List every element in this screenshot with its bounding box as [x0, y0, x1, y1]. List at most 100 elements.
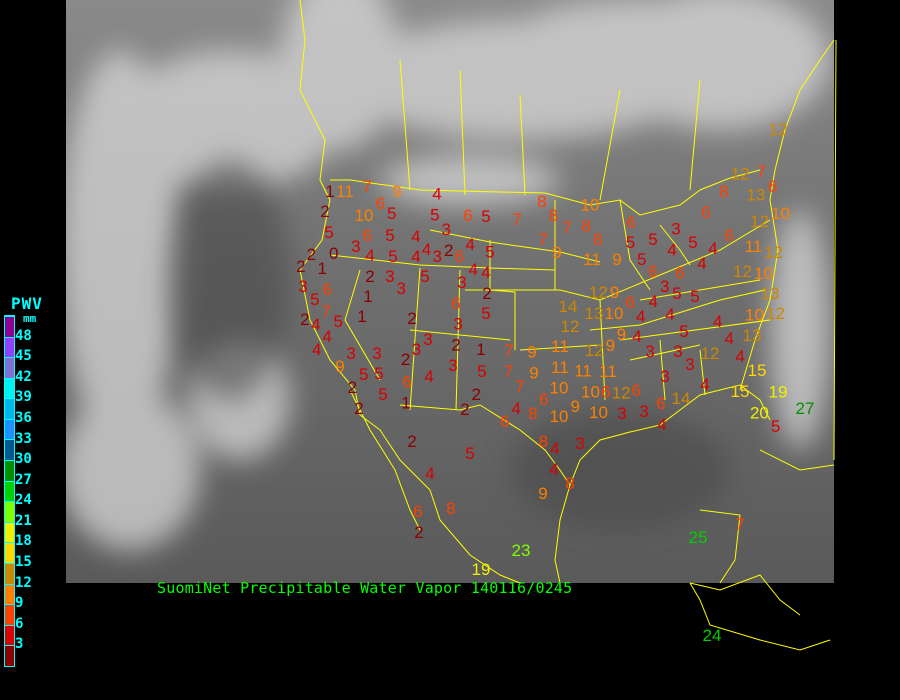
- station-pwv-value: 4: [735, 347, 744, 366]
- station-pwv-value: 9: [606, 336, 615, 355]
- legend-label: 6: [15, 615, 24, 632]
- station-pwv-value: 2: [296, 257, 305, 276]
- legend-label: 39: [15, 389, 32, 406]
- station-pwv-value: 6: [724, 226, 733, 245]
- station-pwv-value: 13: [585, 304, 604, 323]
- station-pwv-value: 5: [771, 417, 780, 436]
- station-pwv-value: 3: [660, 277, 669, 296]
- legend-swatch: [5, 563, 14, 584]
- station-pwv-value: 5: [679, 322, 688, 341]
- station-pwv-value: 11: [745, 237, 763, 256]
- station-pwv-value: 5: [374, 364, 383, 383]
- station-pwv-value: 12: [561, 317, 580, 336]
- station-pwv-value: 5: [626, 233, 635, 252]
- station-pwv-value: 4: [724, 329, 733, 348]
- station-pwv-value: 11: [583, 250, 601, 269]
- station-pwv-value: 6: [539, 390, 548, 409]
- station-pwv-value: 5: [477, 362, 486, 381]
- station-pwv-value: 12: [612, 384, 631, 403]
- station-pwv-value: 3: [423, 330, 432, 349]
- legend-label: 12: [15, 574, 32, 591]
- station-pwv-value: 8: [565, 474, 574, 493]
- station-pwv-value: 2: [354, 399, 363, 418]
- station-pwv-value: 6: [625, 293, 634, 312]
- boundaries: [299, 0, 837, 651]
- station-pwv-value: 6: [402, 373, 411, 392]
- station-pwv-value: 11: [551, 337, 569, 356]
- station-pwv-value: 2: [482, 284, 491, 303]
- station-pwv-value: 7: [757, 162, 766, 181]
- station-pwv-value: 3: [673, 342, 682, 361]
- legend-label: 42: [15, 368, 32, 385]
- station-pwv-value: 9: [529, 364, 538, 383]
- legend-swatch: [5, 418, 14, 440]
- station-pwv-value: 8: [446, 499, 455, 518]
- legend-label: 36: [15, 409, 32, 426]
- station-pwv-value: 5: [481, 304, 490, 323]
- station-pwv-value: 2: [407, 309, 416, 328]
- station-pwv-value: 6: [675, 264, 684, 283]
- station-pwv-value: 4: [365, 246, 374, 265]
- station-pwv-value: 2: [407, 432, 416, 451]
- legend-label: 15: [15, 554, 32, 571]
- station-pwv-value: 4: [550, 439, 559, 458]
- station-pwv-value: 2: [307, 245, 316, 264]
- station-pwv-value: 9: [617, 325, 626, 344]
- station-pwv-value: 3: [412, 340, 421, 359]
- station-pwv-value: 5: [672, 284, 681, 303]
- station-pwv-value: 6: [500, 412, 509, 431]
- station-pwv-value: 5: [430, 206, 439, 225]
- station-pwv-value: 3: [372, 344, 381, 363]
- station-pwv-value: 5: [481, 207, 490, 226]
- station-pwv-value: 9: [392, 182, 401, 201]
- station-pwv-value: 4: [667, 241, 676, 260]
- legend-label: 30: [15, 451, 32, 468]
- station-pwv-value: 5: [648, 230, 657, 249]
- station-pwv-value: 12: [750, 212, 769, 231]
- station-pwv-value: 5: [378, 385, 387, 404]
- station-pwv-value: 1: [401, 394, 410, 413]
- station-pwv-value: 4: [411, 247, 420, 266]
- legend-label: 3: [15, 636, 24, 653]
- legend-swatch: [5, 583, 14, 605]
- station-pwv-value: 6: [648, 262, 657, 281]
- station-pwv-value: 4: [511, 399, 520, 418]
- station-pwv-value: 9: [527, 343, 536, 362]
- station-pwv-value: 3: [645, 342, 654, 361]
- station-pwv-value: 10: [589, 403, 608, 422]
- station-pwv-value: 4: [697, 254, 706, 273]
- station-pwv-value: 3: [346, 344, 355, 363]
- station-pwv-value: 24: [703, 626, 722, 645]
- station-pwv-value: 1: [363, 287, 372, 306]
- legend-label: 27: [15, 471, 32, 488]
- station-pwv-value: 4: [632, 327, 641, 346]
- station-pwv-value: 15: [748, 361, 767, 380]
- station-pwv-value: 4: [432, 185, 441, 204]
- station-pwv-value: 4: [465, 235, 474, 254]
- station-pwv-value: 4: [636, 307, 645, 326]
- station-pwv-value: 4: [311, 315, 320, 334]
- station-pwv-value: 4: [713, 312, 722, 331]
- station-pwv-value: 3: [671, 220, 680, 239]
- station-pwv-value: 2: [300, 310, 309, 329]
- station-pwv-value: 9: [612, 250, 621, 269]
- legend-swatch: [5, 439, 14, 461]
- legend-color-bar: [4, 315, 15, 667]
- station-pwv-value: 8: [582, 217, 591, 236]
- station-pwv-value: 4: [425, 464, 434, 483]
- station-pwv-value: 6: [656, 394, 665, 413]
- station-pwv-value: 5: [637, 250, 646, 269]
- station-pwv-value: 19: [769, 383, 788, 402]
- station-pwv-value: 8: [593, 230, 602, 249]
- station-pwv-value: 8: [719, 182, 728, 201]
- station-pwv-value: 4: [665, 305, 674, 324]
- station-pwv-value: 7: [362, 177, 371, 196]
- station-pwv-value: 10: [355, 206, 374, 225]
- station-pwv-value: 6: [626, 213, 635, 232]
- station-pwv-value: 3: [457, 273, 466, 292]
- station-pwv-value: 5: [688, 233, 697, 252]
- station-pwv-value: 2: [471, 385, 480, 404]
- legend-swatch: [5, 315, 14, 337]
- station-pwv-value: 3: [617, 404, 626, 423]
- station-pwv-value: 7: [515, 377, 524, 396]
